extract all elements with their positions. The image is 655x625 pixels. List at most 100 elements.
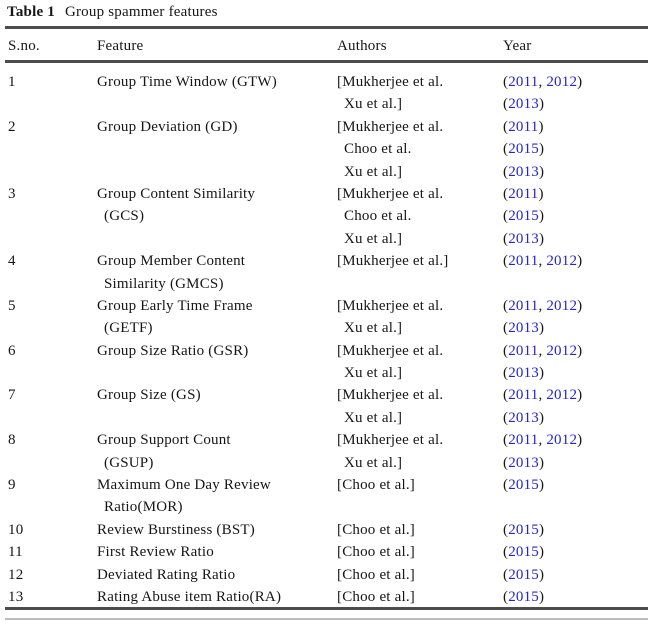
year-link[interactable]: 2012	[546, 342, 578, 359]
author-citation: Xu et al.]	[344, 409, 403, 426]
feature-text: (GETF)	[104, 320, 153, 337]
author-citation: [Mukherjee et al.	[337, 74, 444, 90]
row-number: 2	[8, 118, 16, 135]
feature-text: Group Time Window (GTW)	[97, 74, 277, 90]
table-row: 6 Group Size Ratio (GSR) [Mukherjee et al.…	[8, 340, 648, 385]
year-link[interactable]: 2011	[508, 387, 539, 404]
sno-cell: 11	[8, 541, 97, 563]
year-cell: (2011, 2012)	[503, 250, 648, 295]
authors-cell: [Choo et al.]	[337, 541, 503, 563]
year-link[interactable]: 2011	[508, 74, 539, 90]
feature-text: First Review Ratio	[97, 544, 214, 561]
year-link[interactable]: 2011	[508, 185, 539, 202]
table-row: 8 Group Support Count (GSUP) [Mukherjee et …	[8, 429, 648, 474]
year-cell: (2011, 2012) (2013)	[503, 295, 648, 340]
year-cell: (2015)	[503, 564, 648, 586]
table-body: 1 Group Time Window (GTW) [Mukherjee et al…	[8, 71, 648, 608]
year-citation: (2011, 2012)	[503, 74, 583, 90]
year-link[interactable]: 2012	[546, 253, 578, 270]
year-citation: (2015)	[503, 141, 545, 158]
year-citation: (2011, 2012)	[503, 297, 583, 314]
row-number: 8	[8, 432, 16, 449]
table-header-rule	[5, 60, 648, 63]
table-bottom-rule-ghost	[5, 618, 648, 620]
year-link[interactable]: 2012	[546, 297, 578, 314]
year-cell: (2011, 2012) (2013)	[503, 71, 648, 116]
year-link[interactable]: 2013	[508, 320, 540, 337]
year-citation: (2013)	[503, 96, 545, 113]
year-link[interactable]: 2013	[508, 163, 540, 180]
feature-cell: Group Member Content Similarity (GMCS)	[97, 250, 337, 295]
feature-text: Review Burstiness (BST)	[97, 521, 255, 538]
year-citation: (2011)	[503, 185, 544, 202]
feature-cell: Group Content Similarity (GCS)	[97, 183, 337, 250]
row-number: 10	[8, 521, 24, 538]
column-header-sno: S.no.	[8, 38, 40, 54]
row-number: 3	[8, 185, 16, 202]
row-number: 4	[8, 253, 16, 270]
feature-text: Deviated Rating Ratio	[97, 566, 236, 583]
feature-text: (GSUP)	[104, 454, 154, 471]
year-citation: (2015)	[503, 588, 545, 605]
year-link[interactable]: 2011	[508, 253, 539, 270]
year-citation: (2013)	[503, 454, 545, 471]
year-link[interactable]: 2015	[508, 544, 540, 561]
sno-cell: 9	[8, 474, 97, 519]
sno-cell: 12	[8, 564, 97, 586]
feature-cell: Review Burstiness (BST)	[97, 519, 337, 541]
authors-cell: [Mukherjee et al. Xu et al.]	[337, 71, 503, 116]
table-top-rule	[5, 26, 648, 29]
author-citation: Xu et al.]	[344, 454, 403, 471]
year-link[interactable]: 2015	[508, 208, 540, 225]
year-cell: (2011) (2015) (2013)	[503, 183, 648, 250]
author-citation: Choo et al.	[344, 141, 412, 158]
year-link[interactable]: 2015	[508, 141, 540, 158]
year-link[interactable]: 2015	[508, 521, 540, 538]
year-link[interactable]: 2013	[508, 454, 540, 471]
year-link[interactable]: 2015	[508, 477, 540, 494]
year-link[interactable]: 2011	[508, 118, 539, 135]
author-citation: [Choo et al.]	[337, 566, 415, 583]
year-citation: (2011, 2012)	[503, 253, 583, 270]
column-header-feature: Feature	[97, 38, 144, 54]
table-bottom-rule	[5, 607, 648, 610]
year-link[interactable]: 2013	[508, 96, 540, 113]
author-citation: Xu et al.]	[344, 230, 403, 247]
year-cell: (2011, 2012) (2013)	[503, 384, 648, 429]
year-citation: (2011, 2012)	[503, 342, 583, 359]
feature-cell: Group Support Count (GSUP)	[97, 429, 337, 474]
year-citation: (2013)	[503, 230, 545, 247]
year-citation: (2011, 2012)	[503, 387, 583, 404]
sno-cell: 10	[8, 519, 97, 541]
year-link[interactable]: 2012	[546, 387, 578, 404]
author-citation: Xu et al.]	[344, 365, 403, 382]
author-citation: [Choo et al.]	[337, 544, 415, 561]
year-link[interactable]: 2011	[508, 342, 539, 359]
author-citation: Choo et al.	[344, 208, 412, 225]
author-citation: [Mukherjee et al.	[337, 432, 444, 449]
year-link[interactable]: 2011	[508, 297, 539, 314]
authors-cell: [Choo et al.]	[337, 564, 503, 586]
year-link[interactable]: 2013	[508, 365, 540, 382]
author-citation: [Mukherjee et al.	[337, 342, 444, 359]
feature-text: Group Member Content	[97, 253, 246, 270]
year-link[interactable]: 2012	[546, 74, 578, 90]
year-citation: (2011, 2012)	[503, 432, 583, 449]
year-link[interactable]: 2011	[508, 432, 539, 449]
table-row: 12 Deviated Rating Ratio [Choo et al.] (201…	[8, 564, 648, 586]
year-citation: (2015)	[503, 544, 545, 561]
row-number: 6	[8, 342, 16, 359]
year-link[interactable]: 2013	[508, 409, 540, 426]
row-number: 12	[8, 566, 24, 583]
year-link[interactable]: 2015	[508, 588, 540, 605]
year-link[interactable]: 2012	[546, 432, 578, 449]
year-link[interactable]: 2015	[508, 566, 540, 583]
authors-cell: [Mukherjee et al.]	[337, 250, 503, 295]
feature-cell: Group Size Ratio (GSR)	[97, 340, 337, 385]
year-citation: (2015)	[503, 566, 545, 583]
year-citation: (2013)	[503, 320, 545, 337]
sno-cell: 7	[8, 384, 97, 429]
author-citation: [Choo et al.]	[337, 588, 415, 605]
year-link[interactable]: 2013	[508, 230, 540, 247]
table-row: 11 First Review Ratio [Choo et al.] (2015)	[8, 541, 648, 563]
